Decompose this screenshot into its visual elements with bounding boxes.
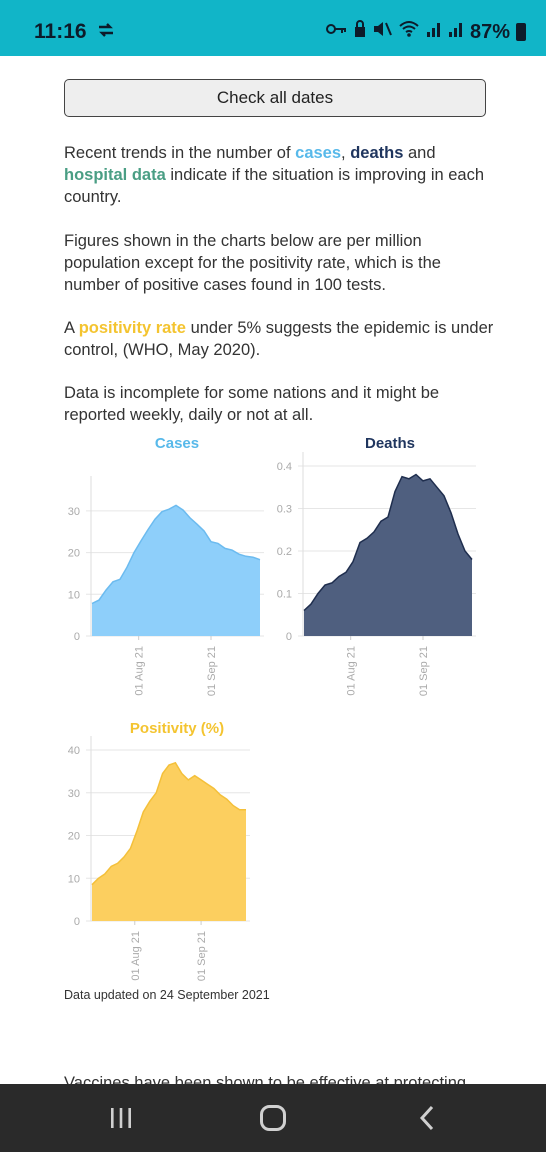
y-tick-label: 40 xyxy=(68,745,80,757)
intro-text-end: indicate if the situation is improving i… xyxy=(64,166,485,206)
cases-line xyxy=(91,504,261,605)
y-tick-label: 0 xyxy=(286,631,292,643)
intro-text-start: Recent trends in the number of xyxy=(64,144,296,162)
positivity-text-start: A xyxy=(64,319,79,337)
data-note-paragraph: Data is incomplete for some nations and … xyxy=(64,384,440,424)
y-tick-label: 10 xyxy=(68,873,80,885)
main-content[interactable]: Check all dates Recent trends in the num… xyxy=(0,56,546,1084)
signal-icon xyxy=(426,20,442,44)
check-all-dates-button[interactable]: Check all dates xyxy=(64,79,486,117)
positivity-paragraph: A positivity rate under 5% suggests the … xyxy=(64,317,494,361)
back-button[interactable] xyxy=(407,1104,447,1132)
intro-paragraph: Recent trends in the number of cases, de… xyxy=(64,142,494,208)
positivity-chart: Positivity (%) 0 10 20 30 40 01 Aug 21 01 Sep 2… xyxy=(68,720,250,981)
signal-roaming-icon xyxy=(448,20,464,44)
y-tick-label: 0.2 xyxy=(277,546,292,558)
status-time: 11:16 xyxy=(34,20,87,43)
recents-button[interactable] xyxy=(101,1104,141,1132)
deaths-area xyxy=(304,474,472,636)
y-tick-label: 30 xyxy=(68,506,80,518)
y-tick-label: 20 xyxy=(68,548,80,560)
battery-icon xyxy=(516,23,526,41)
home-icon xyxy=(260,1105,286,1131)
navigation-bar xyxy=(0,1084,546,1152)
x-tick-label: 01 Aug 21 xyxy=(130,931,142,981)
battery-percent: 87% xyxy=(469,20,510,43)
status-bar: 11:16 87% xyxy=(0,0,546,56)
deaths-link[interactable]: deaths xyxy=(350,144,404,162)
x-tick-label: 01 Aug 21 xyxy=(346,646,358,696)
positivity-text-end: under 5% suggests the epidemic is under … xyxy=(64,319,494,359)
deaths-chart: Deaths 0 0.1 0.2 0.3 0.4 01 Aug 21 01 Sep 21 xyxy=(277,435,476,696)
y-tick-label: 0.3 xyxy=(277,504,292,516)
mute-icon xyxy=(372,20,392,44)
y-tick-label: 10 xyxy=(68,589,80,601)
positivity-rate-link[interactable]: positivity rate xyxy=(78,319,186,337)
y-tick-label: 30 xyxy=(68,788,80,800)
x-tick-label: 01 Sep 21 xyxy=(418,646,430,696)
deaths-line xyxy=(303,473,473,612)
back-icon xyxy=(419,1105,434,1131)
positivity-line xyxy=(91,761,246,886)
y-tick-label: 0.1 xyxy=(277,589,292,601)
recents-icon xyxy=(111,1108,131,1128)
status-icons: 87% xyxy=(325,20,526,44)
cases-chart: Cases 0 10 20 30 01 Aug 21 01 Sep 21 xyxy=(68,435,264,696)
y-tick-label: 0 xyxy=(74,916,80,928)
lock-icon xyxy=(354,20,366,44)
figures-paragraph: Figures shown in the charts below are pe… xyxy=(64,232,441,294)
wifi-icon xyxy=(398,20,420,44)
deaths-chart-title: Deaths xyxy=(365,435,415,452)
y-tick-label: 0.4 xyxy=(277,461,292,473)
x-tick-label: 01 Sep 21 xyxy=(196,931,208,981)
intro-comma: , xyxy=(341,144,351,162)
x-tick-label: 01 Aug 21 xyxy=(134,646,146,696)
home-button[interactable] xyxy=(253,1104,293,1132)
key-icon xyxy=(325,22,348,42)
intro-and: and xyxy=(403,144,436,162)
x-tick-label: 01 Sep 21 xyxy=(206,646,218,696)
y-tick-label: 0 xyxy=(74,631,80,643)
positivity-chart-title: Positivity (%) xyxy=(130,720,224,737)
positivity-area xyxy=(92,762,246,921)
vaccines-paragraph: Vaccines have been shown to be effective… xyxy=(64,1074,467,1084)
cases-area xyxy=(92,505,260,636)
cases-chart-title: Cases xyxy=(155,435,199,452)
cases-link[interactable]: cases xyxy=(295,144,342,162)
hospital-data-link[interactable]: hospital data xyxy=(64,166,166,184)
sync-icon xyxy=(96,22,116,43)
data-updated-note: Data updated on 24 September 2021 xyxy=(64,988,270,1002)
y-tick-label: 20 xyxy=(68,831,80,843)
